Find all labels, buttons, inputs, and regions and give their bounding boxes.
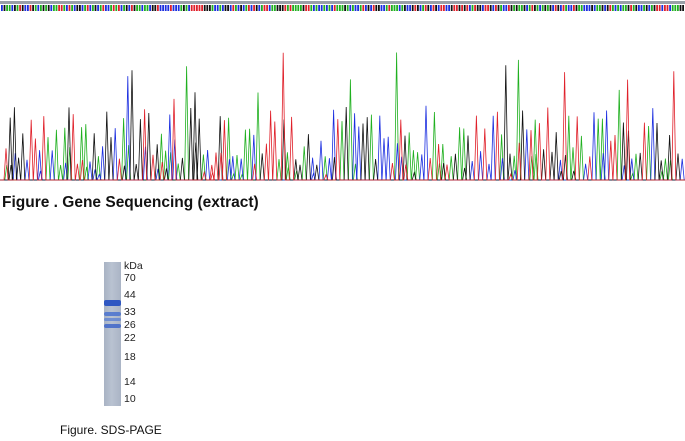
trace-C xyxy=(0,76,685,181)
marker-label-22: 22 xyxy=(124,332,136,344)
trace-T xyxy=(0,52,685,181)
marker-label-33: 33 xyxy=(124,306,136,318)
gel-band xyxy=(104,318,121,321)
gene-sequencing-caption: Figure . Gene Sequencing (extract) xyxy=(2,194,259,211)
gel-band xyxy=(104,312,121,316)
marker-label-26: 26 xyxy=(124,319,136,331)
sds-page-figure: kDa 70 44 33 26 22 18 14 10 xyxy=(100,258,200,408)
trace-G xyxy=(0,65,685,181)
trace-A xyxy=(0,52,685,181)
base-call-strip xyxy=(0,1,685,11)
gel-band-main xyxy=(104,300,121,306)
gel-lane xyxy=(104,262,121,406)
sds-page-caption: Figure. SDS-PAGE xyxy=(60,423,162,437)
marker-label-70: 70 xyxy=(124,272,136,284)
marker-label-10: 10 xyxy=(124,393,136,405)
marker-label-18: 18 xyxy=(124,351,136,363)
gel-band xyxy=(104,324,121,328)
sequencing-chromatogram xyxy=(0,1,685,181)
marker-label-14: 14 xyxy=(124,376,136,388)
marker-unit-label: kDa xyxy=(124,260,143,272)
marker-label-44: 44 xyxy=(124,289,136,301)
gene-sequencing-figure xyxy=(0,0,685,185)
